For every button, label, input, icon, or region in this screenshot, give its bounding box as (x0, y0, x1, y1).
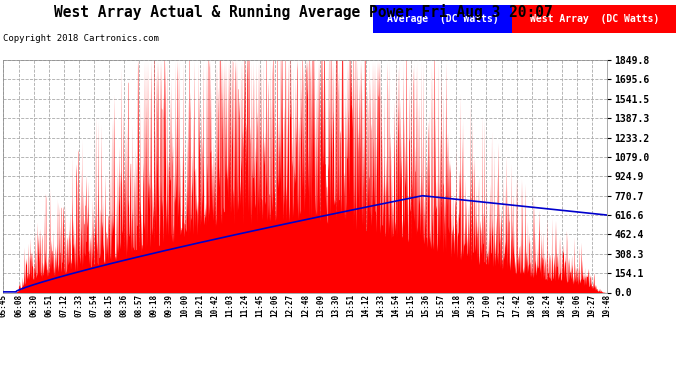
Bar (512, 5, 676, 33)
Bar (373, 5, 512, 33)
Text: West Array Actual & Running Average Power Fri Aug 3 20:07: West Array Actual & Running Average Powe… (55, 4, 553, 20)
Text: Copyright 2018 Cartronics.com: Copyright 2018 Cartronics.com (3, 34, 159, 43)
Text: Average  (DC Watts): Average (DC Watts) (386, 14, 498, 24)
Text: West Array  (DC Watts): West Array (DC Watts) (530, 14, 659, 24)
